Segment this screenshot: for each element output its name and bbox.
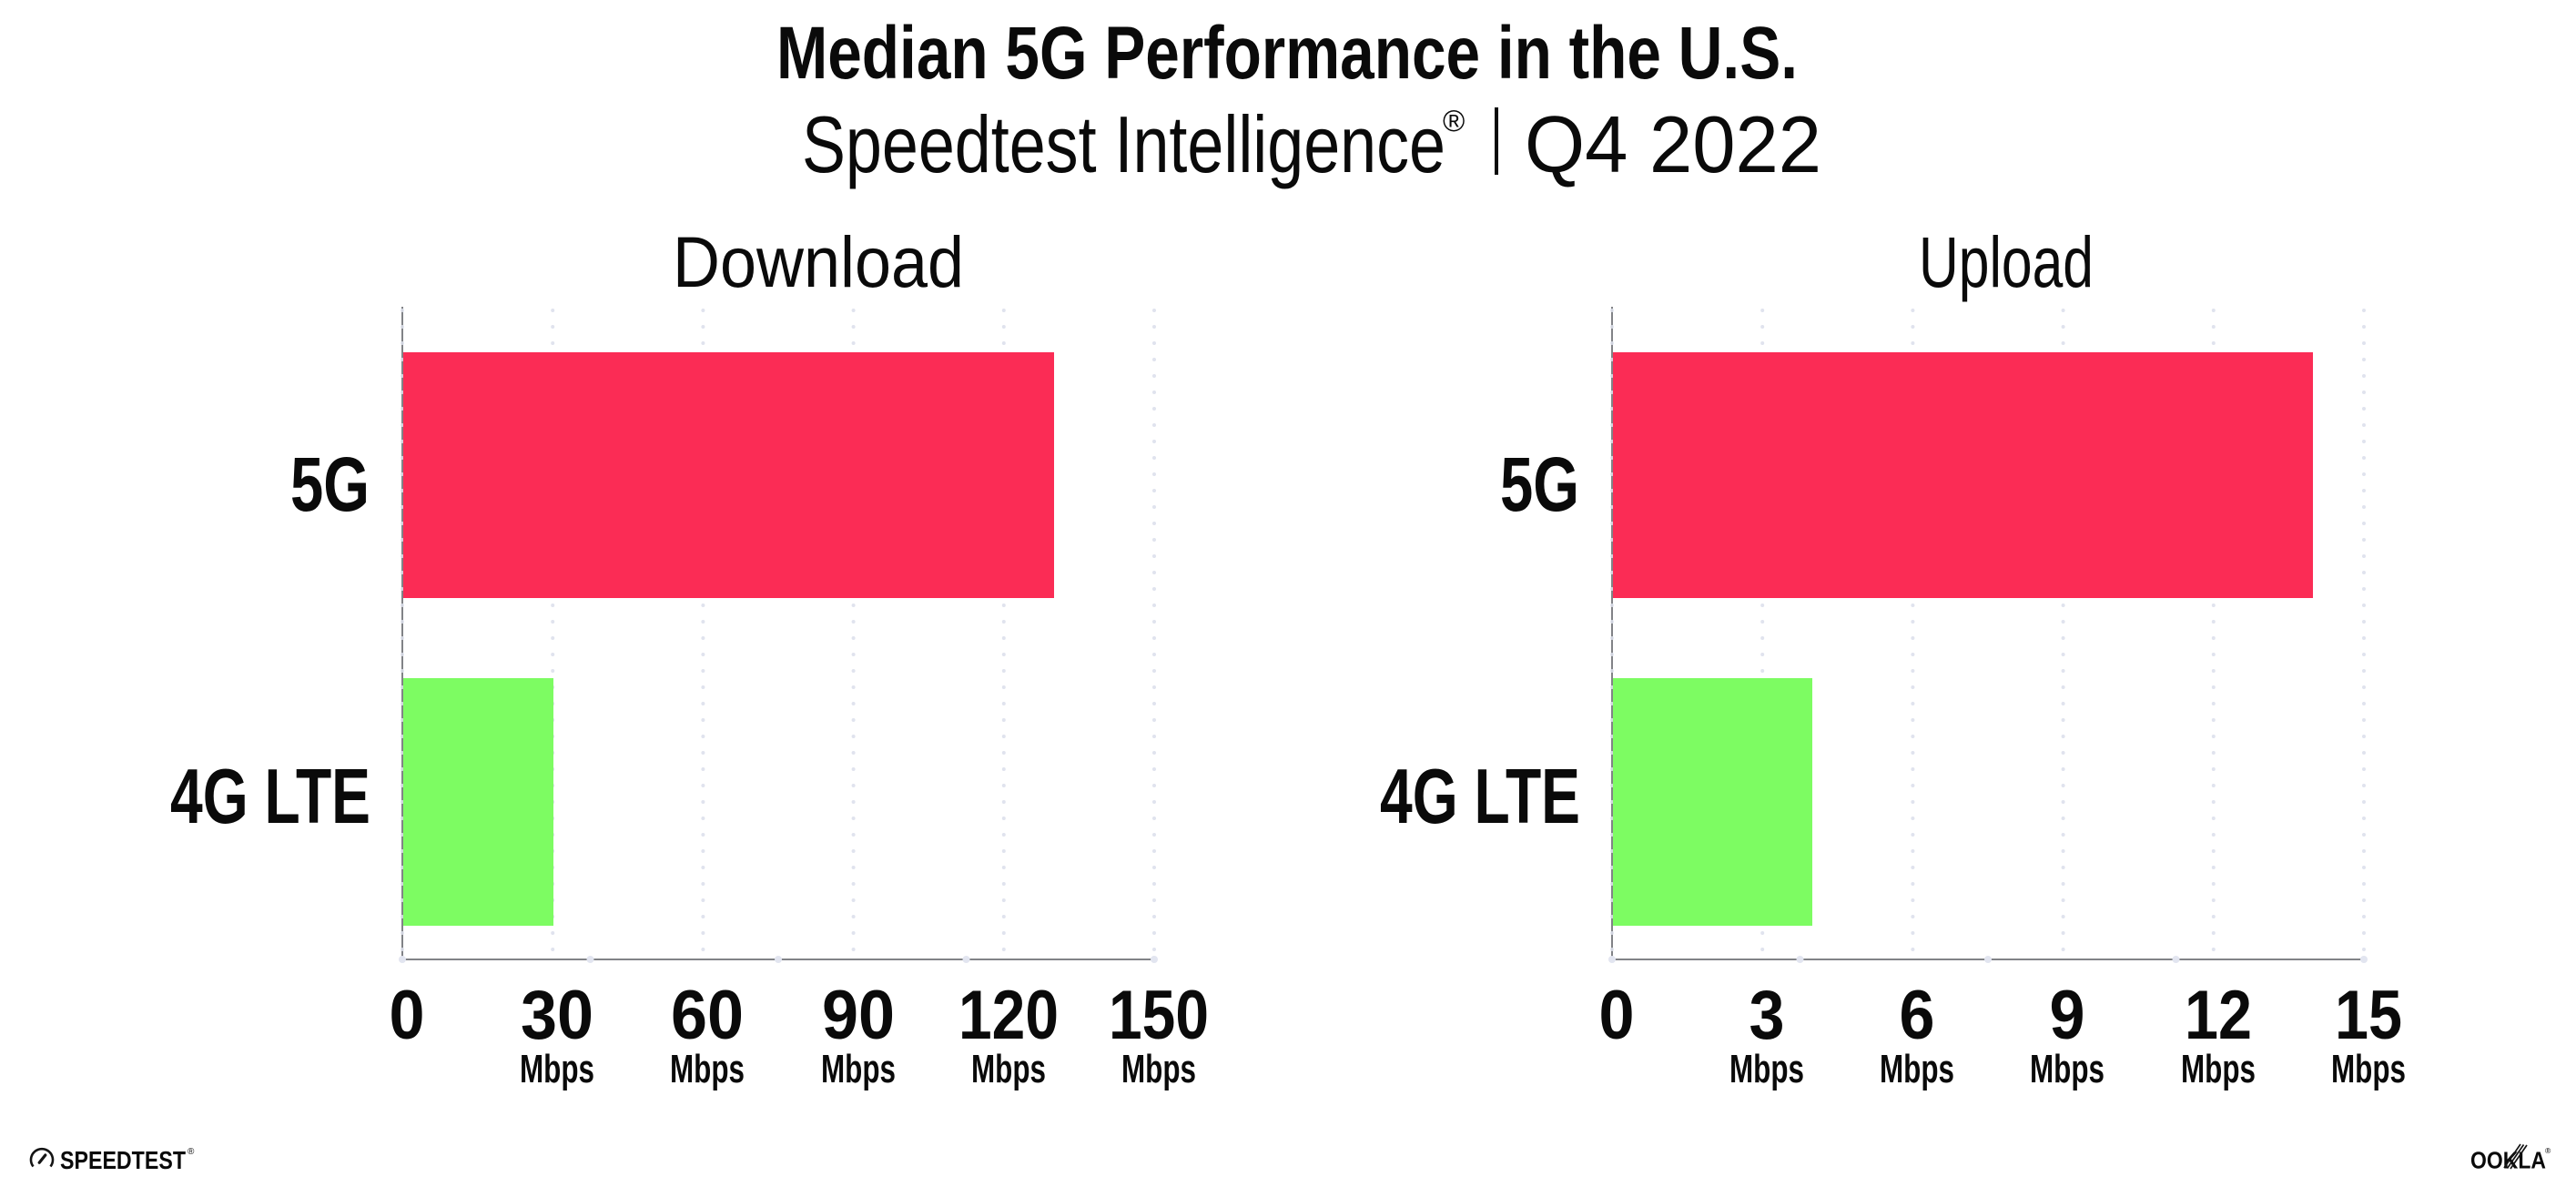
- svg-text:Mbps: Mbps: [2181, 1047, 2256, 1091]
- svg-text:120: 120: [958, 977, 1059, 1054]
- svg-text:®: ®: [1443, 104, 1465, 137]
- svg-text:60: 60: [671, 977, 744, 1054]
- svg-text:12: 12: [2185, 977, 2252, 1054]
- svg-text:Mbps: Mbps: [520, 1047, 594, 1091]
- svg-text:Mbps: Mbps: [2331, 1047, 2406, 1091]
- svg-text:3: 3: [1749, 977, 1785, 1054]
- svg-text:Mbps: Mbps: [670, 1047, 745, 1091]
- svg-text:4G LTE: 4G LTE: [1380, 754, 1580, 840]
- svg-text:Mbps: Mbps: [1729, 1047, 1804, 1091]
- svg-text:®: ®: [2545, 1146, 2551, 1155]
- svg-text:Download: Download: [673, 221, 964, 302]
- svg-text:®: ®: [188, 1147, 195, 1157]
- svg-text:15: 15: [2335, 977, 2402, 1054]
- svg-text:0: 0: [390, 977, 425, 1054]
- svg-text:5G: 5G: [290, 441, 370, 527]
- svg-text:90: 90: [822, 977, 895, 1054]
- svg-text:150: 150: [1109, 977, 1209, 1054]
- svg-text:Speedtest Intelligence: Speedtest Intelligence: [802, 99, 1445, 189]
- svg-text:Mbps: Mbps: [1880, 1047, 1954, 1091]
- svg-text:0: 0: [1599, 977, 1635, 1054]
- svg-text:4G LTE: 4G LTE: [170, 754, 370, 840]
- svg-text:Mbps: Mbps: [821, 1047, 896, 1091]
- svg-text:Q4 2022: Q4 2022: [1525, 99, 1821, 189]
- svg-text:Median 5G Performance in the U: Median 5G Performance in the U.S.: [776, 12, 1798, 95]
- svg-text:9: 9: [2050, 977, 2085, 1054]
- svg-text:Upload: Upload: [1919, 221, 2094, 302]
- svg-text:Mbps: Mbps: [1121, 1047, 1196, 1091]
- svg-text:5G: 5G: [1500, 441, 1579, 527]
- svg-text:Mbps: Mbps: [971, 1047, 1046, 1091]
- svg-text:OOKLA: OOKLA: [2470, 1147, 2546, 1174]
- svg-text:30: 30: [521, 977, 593, 1054]
- svg-text:Mbps: Mbps: [2030, 1047, 2104, 1091]
- svg-text:SPEEDTEST: SPEEDTEST: [60, 1146, 186, 1174]
- svg-text:6: 6: [1900, 977, 1935, 1054]
